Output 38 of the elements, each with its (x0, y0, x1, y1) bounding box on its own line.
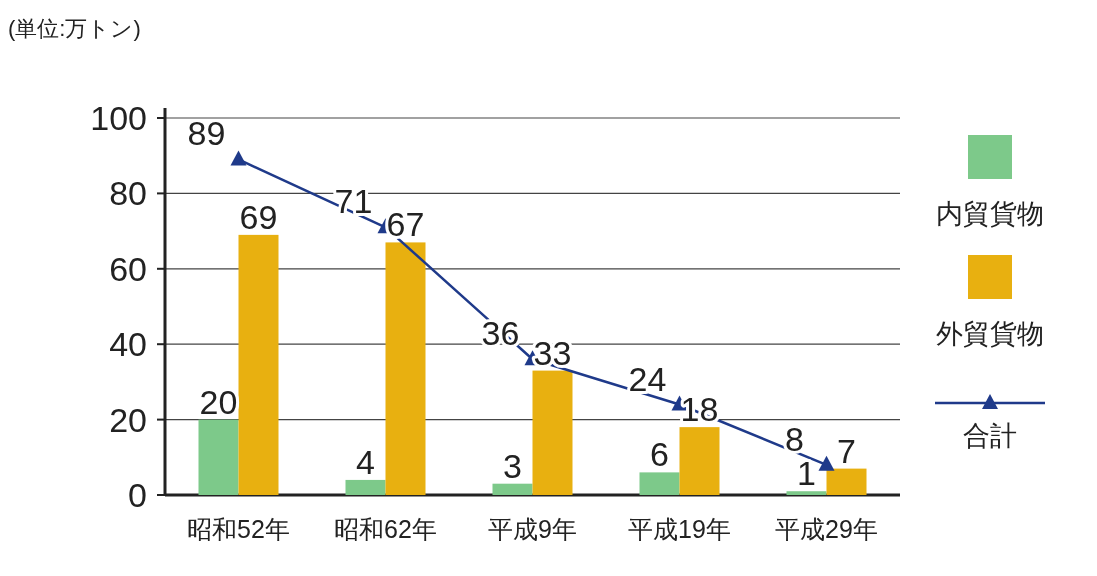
bar (786, 491, 827, 495)
legend-label: 外貿貨物 (936, 319, 1044, 349)
legend-label: 合計 (963, 421, 1017, 451)
y-tick-label: 80 (109, 174, 147, 213)
data-label: 89 (187, 114, 226, 153)
bar (385, 242, 426, 495)
data-label: 6 (650, 435, 669, 474)
y-tick-label: 60 (109, 249, 147, 288)
x-tick-label: 平成19年 (628, 515, 731, 543)
y-tick-label: 100 (90, 99, 147, 137)
data-label: 7 (837, 431, 856, 470)
data-label: 67 (386, 205, 425, 244)
bar (238, 234, 279, 495)
y-tick-label: 40 (109, 325, 147, 364)
bar (532, 370, 573, 495)
bar (679, 427, 720, 495)
legend-label: 内貿貨物 (936, 199, 1044, 229)
x-tick-label: 平成29年 (775, 515, 878, 543)
data-label: 3 (503, 446, 522, 485)
point (230, 150, 247, 166)
data-label: 24 (628, 359, 667, 398)
data-label: 69 (239, 197, 278, 236)
bar (198, 419, 239, 495)
bar (345, 479, 386, 495)
y-tick-label: 20 (109, 400, 147, 439)
data-label: 33 (533, 333, 572, 372)
data-label: 71 (334, 182, 373, 221)
x-tick-label: 昭和52年 (187, 515, 290, 543)
data-label: 20 (199, 382, 238, 421)
point (818, 455, 835, 471)
x-tick-label: 昭和62年 (334, 515, 437, 543)
data-label: 4 (356, 442, 375, 481)
y-tick-label: 0 (128, 476, 147, 514)
bar (492, 483, 533, 495)
bar (826, 468, 867, 495)
x-tick-label: 平成9年 (488, 515, 577, 543)
bar (639, 472, 680, 495)
y-axis-title: (単位:万トン) (8, 16, 141, 41)
